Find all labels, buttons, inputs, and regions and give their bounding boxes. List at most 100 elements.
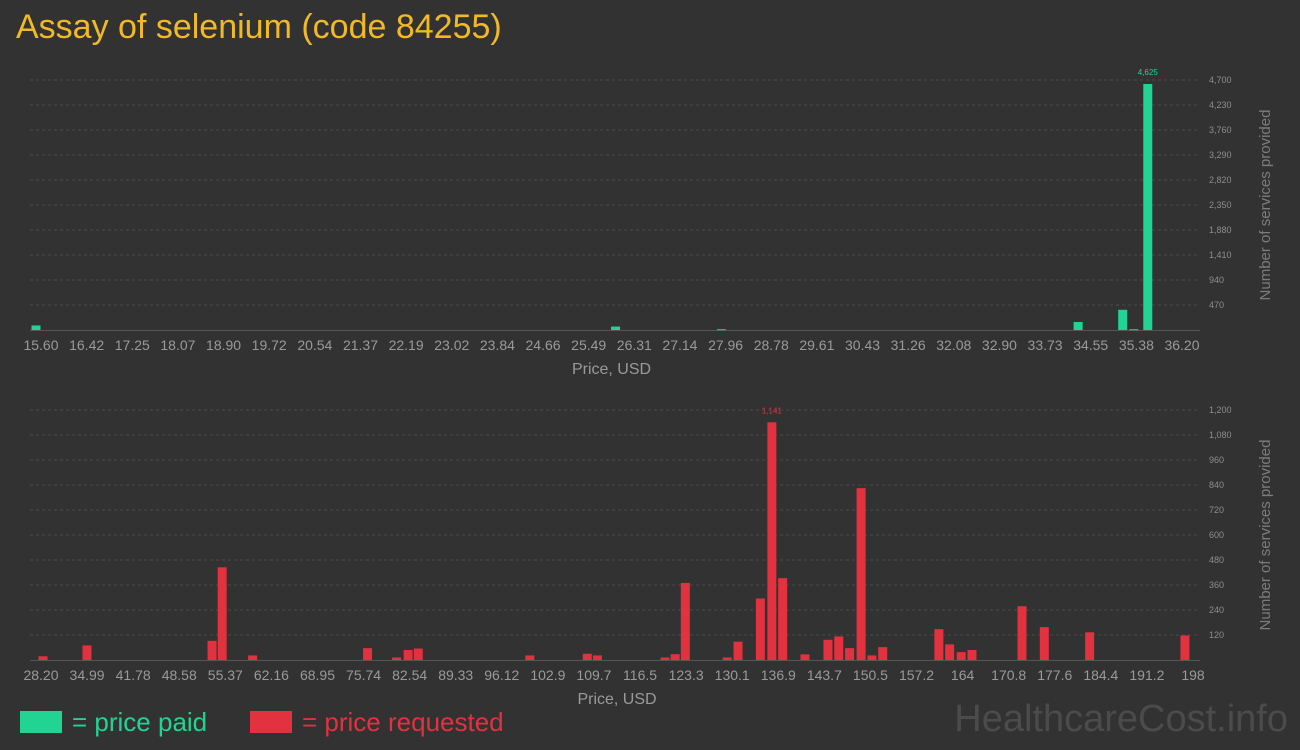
chart2-bar bbox=[956, 652, 966, 660]
chart2-xtick-label: 62.16 bbox=[254, 667, 289, 683]
chart2-ytick-label: 720 bbox=[1209, 505, 1224, 515]
chart2-bar bbox=[413, 648, 423, 660]
chart2-xtick-label: 82.54 bbox=[392, 667, 427, 683]
chart2-max-value-label: 1,141 bbox=[762, 406, 783, 415]
chart2-xtick-label: 164 bbox=[951, 667, 975, 683]
chart2-bar bbox=[680, 582, 690, 660]
chart1-ytick-label: 4,700 bbox=[1209, 75, 1232, 85]
chart1-xtick-label: 17.25 bbox=[115, 337, 150, 353]
chart1-xtick-label: 24.66 bbox=[526, 337, 561, 353]
chart1-xtick-label: 23.02 bbox=[434, 337, 469, 353]
chart2-bar bbox=[823, 639, 833, 660]
chart1-xtick-label: 28.78 bbox=[754, 337, 789, 353]
chart2-bar bbox=[755, 598, 765, 660]
chart2-bar bbox=[722, 657, 732, 660]
chart2-xtick-label: 48.58 bbox=[162, 667, 197, 683]
chart2-bar bbox=[592, 655, 602, 660]
chart2-bar bbox=[363, 648, 373, 660]
chart1-xtick-label: 33.73 bbox=[1028, 337, 1063, 353]
chart1-bar bbox=[1143, 83, 1153, 330]
chart2-ytick-label: 1,200 bbox=[1209, 405, 1232, 415]
chart2-bar bbox=[207, 640, 217, 660]
chart2-ytick-label: 240 bbox=[1209, 605, 1224, 615]
chart1-bar bbox=[716, 329, 726, 331]
chart2-xtick-label: 34.99 bbox=[70, 667, 105, 683]
chart2-bar bbox=[856, 488, 866, 660]
chart2-xtick-label: 75.74 bbox=[346, 667, 381, 683]
chart2-xtick-label: 184.4 bbox=[1083, 667, 1118, 683]
legend-paid-swatch bbox=[20, 711, 62, 733]
chart2-ytick-label: 120 bbox=[1209, 630, 1224, 640]
chart1-xtick-label: 31.26 bbox=[891, 337, 926, 353]
chart1-xtick-label: 27.96 bbox=[708, 337, 743, 353]
chart1-y-axis-label: Number of services provided bbox=[1257, 110, 1274, 301]
chart2-ytick-label: 840 bbox=[1209, 480, 1224, 490]
chart1-max-value-label: 4,625 bbox=[1138, 68, 1159, 77]
chart2-bar bbox=[1039, 627, 1049, 660]
chart1-ytick-label: 2,820 bbox=[1209, 175, 1232, 185]
page-title: Assay of selenium (code 84255) bbox=[16, 8, 502, 46]
chart2-bar bbox=[767, 422, 777, 660]
chart1-xtick-label: 34.55 bbox=[1073, 337, 1108, 353]
chart1-ytick-label: 2,350 bbox=[1209, 200, 1232, 210]
chart2-bar bbox=[392, 657, 402, 660]
chart1-xtick-label: 23.84 bbox=[480, 337, 515, 353]
chart1-xtick-label: 30.43 bbox=[845, 337, 880, 353]
chart2-xtick-label: 102.9 bbox=[530, 667, 565, 683]
chart2-xtick-label: 157.2 bbox=[899, 667, 934, 683]
chart2-bar bbox=[878, 647, 888, 660]
chart2-bar bbox=[733, 641, 743, 660]
chart1-xtick-label: 21.37 bbox=[343, 337, 378, 353]
price-paid-chart: 470 940 1,410 1,880 2,350 2,820 3,290 3,760 4,23… bbox=[23, 68, 1274, 378]
legend-paid-label: = price paid bbox=[72, 706, 208, 737]
chart2-bar bbox=[967, 650, 977, 660]
chart2-bar bbox=[660, 657, 670, 660]
chart2-xtick-label: 150.5 bbox=[853, 667, 888, 683]
chart1-xtick-label: 19.72 bbox=[252, 337, 287, 353]
chart2-bar bbox=[403, 650, 413, 660]
chart1-bar bbox=[1073, 322, 1083, 330]
chart1-xtick-label: 15.60 bbox=[23, 337, 58, 353]
chart1-xtick-label: 22.19 bbox=[389, 337, 424, 353]
chart2-xtick-label: 28.20 bbox=[23, 667, 58, 683]
chart1-xtick-label: 16.42 bbox=[69, 337, 104, 353]
chart2-bar bbox=[945, 644, 955, 660]
chart2-bar bbox=[38, 656, 48, 660]
legend-paid: = price paid bbox=[20, 702, 207, 742]
chart2-bar bbox=[845, 648, 855, 660]
chart2-ytick-label: 360 bbox=[1209, 580, 1224, 590]
chart1-xtick-label: 36.20 bbox=[1164, 337, 1199, 353]
chart1-xtick-label: 26.31 bbox=[617, 337, 652, 353]
chart2-xtick-label: 198 bbox=[1181, 667, 1205, 683]
chart1-ytick-label: 3,760 bbox=[1209, 125, 1232, 135]
chart2-ytick-label: 1,080 bbox=[1209, 430, 1232, 440]
chart2-xtick-label: 68.95 bbox=[300, 667, 335, 683]
chart2-ytick-label: 480 bbox=[1209, 555, 1224, 565]
chart2-xtick-label: 143.7 bbox=[807, 667, 842, 683]
chart1-ytick-label: 1,410 bbox=[1209, 250, 1232, 260]
chart1-ytick-label: 4,230 bbox=[1209, 100, 1232, 110]
chart2-bar bbox=[1180, 635, 1190, 660]
chart1-xtick-label: 20.54 bbox=[297, 337, 332, 353]
chart2-xtick-label: 89.33 bbox=[438, 667, 473, 683]
chart2-xtick-label: 177.6 bbox=[1037, 667, 1072, 683]
chart1-bar bbox=[31, 325, 41, 330]
chart1-bar bbox=[1118, 309, 1128, 330]
chart2-bar bbox=[778, 578, 788, 660]
chart1-xtick-label: 32.90 bbox=[982, 337, 1017, 353]
chart1-x-axis-label: Price, USD bbox=[572, 361, 651, 378]
chart1-xtick-label: 18.07 bbox=[160, 337, 195, 353]
watermark: HealthcareCost.info bbox=[954, 698, 1288, 740]
chart1-xtick-label: 32.08 bbox=[936, 337, 971, 353]
legend-requested-swatch bbox=[250, 711, 292, 733]
chart1-ytick-label: 1,880 bbox=[1209, 225, 1232, 235]
chart2-ytick-label: 960 bbox=[1209, 455, 1224, 465]
chart1-ytick-label: 3,290 bbox=[1209, 150, 1232, 160]
chart2-xtick-label: 96.12 bbox=[484, 667, 519, 683]
chart1-xtick-label: 18.90 bbox=[206, 337, 241, 353]
chart2-y-axis-label: Number of services provided bbox=[1257, 440, 1274, 631]
chart1-bar bbox=[1129, 329, 1139, 331]
chart2-xtick-label: 130.1 bbox=[715, 667, 750, 683]
chart1-bar bbox=[611, 326, 621, 330]
